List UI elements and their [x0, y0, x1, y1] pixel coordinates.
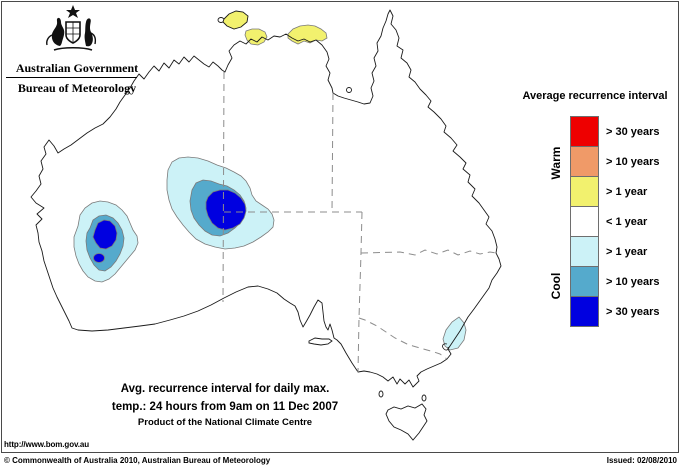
legend-color-swatch — [570, 116, 599, 147]
legend-entry-label: > 30 years — [606, 305, 660, 318]
cool-contour-inner-central — [205, 189, 247, 231]
legend-entry-label: > 1 year — [606, 185, 648, 198]
kangaroo-island — [308, 337, 333, 346]
legend-entry: > 1 year — [570, 176, 660, 207]
coat-of-arms-icon — [46, 5, 97, 51]
legend-color-swatch — [570, 296, 599, 327]
bom-url: http://www.bom.gov.au — [4, 440, 90, 449]
legend-entry-label: > 1 year — [606, 245, 648, 258]
legend-entry-label: > 10 years — [606, 155, 660, 168]
legend-color-swatch — [570, 266, 599, 297]
state-borders — [222, 71, 497, 373]
border-sa-east — [357, 211, 363, 373]
groote-eylandt — [346, 87, 352, 93]
mainland-fill — [31, 10, 501, 387]
map-caption: Avg. recurrence interval for daily max. … — [85, 383, 365, 428]
legend-entry: > 30 years — [570, 116, 660, 147]
warm-patch-arnhem-coast — [287, 24, 328, 45]
legend-entry-label: > 30 years — [606, 125, 660, 138]
legend-entry: > 10 years — [570, 266, 660, 297]
legend-entry: > 30 years — [570, 296, 660, 327]
cool-contour-inner-west — [92, 219, 118, 250]
government-title: Australian Government — [15, 61, 139, 75]
border-nsw-vic-murray — [358, 317, 448, 360]
legend-entry-label: < 1 year — [606, 215, 648, 228]
legend-warm-label: Warm — [549, 146, 563, 180]
caption-line-2: temp.: 24 hours from 9am on 11 Dec 2007 — [111, 401, 339, 413]
caption-line-3: Product of the National Climate Centre — [137, 417, 313, 428]
border-nt-qld — [331, 92, 334, 213]
legend-entry-label: > 10 years — [606, 275, 660, 288]
bureau-title: Bureau of Meteorology — [17, 81, 137, 95]
legend-title: Average recurrence interval — [522, 90, 668, 102]
footer-strip: © Commonwealth of Australia 2010, Austra… — [0, 453, 680, 467]
mainland-coastline — [30, 9, 502, 388]
legend-color-swatch — [570, 236, 599, 267]
australia-map — [30, 9, 502, 441]
legend-color-swatch — [570, 146, 599, 177]
legend-entry: > 1 year — [570, 236, 660, 267]
king-island — [378, 390, 384, 398]
brand-divider — [6, 77, 137, 78]
caption-line-1: Avg. recurrence interval for daily max. — [120, 383, 330, 395]
legend-color-swatch — [570, 176, 599, 207]
legend-entry: > 10 years — [570, 146, 660, 177]
flinders-island — [421, 394, 427, 402]
warm-patch-darwin-coast — [244, 28, 268, 46]
warm-patch-melville-island — [222, 10, 249, 30]
tasmania — [385, 403, 428, 441]
cool-patch-nsw-coast — [442, 316, 467, 351]
legend-entry: < 1 year — [570, 206, 660, 237]
legend-color-swatch — [570, 206, 599, 237]
cool-contour-inner-west-small — [93, 253, 105, 263]
copyright-text: © Commonwealth of Australia 2010, Austra… — [4, 456, 271, 465]
legend-cool-label: Cool — [549, 272, 563, 300]
branding-block: Australian Government Bureau of Meteorol… — [0, 0, 150, 100]
border-wa — [222, 71, 225, 303]
border-qld-nsw — [360, 249, 497, 256]
legend-scale: > 30 years > 10 years > 1 year < 1 year … — [570, 116, 660, 327]
issued-date: Issued: 02/08/2010 — [606, 456, 677, 465]
